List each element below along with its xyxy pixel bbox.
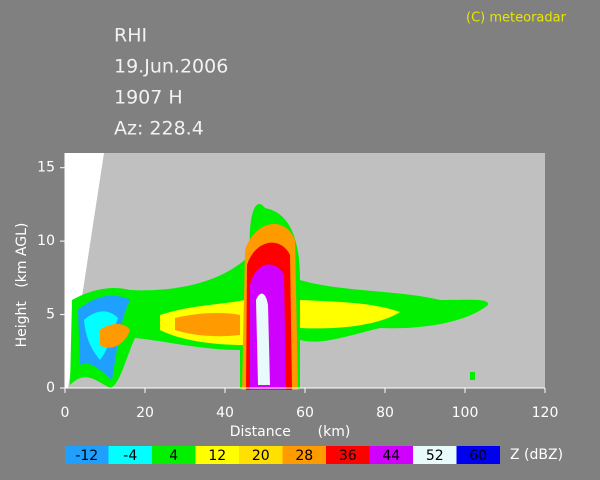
x-axis-label: Distance (km) <box>230 424 351 440</box>
colorbar-swatch <box>369 446 413 464</box>
echo-field <box>70 204 489 390</box>
date: 19.Jun.2006 <box>114 56 228 78</box>
time: 1907 H <box>114 87 183 109</box>
colorbar-swatch <box>152 446 196 464</box>
y-tick-label: 15 <box>37 160 55 176</box>
x-tick-label: 20 <box>136 405 154 421</box>
y-tick-label: 0 <box>46 380 55 396</box>
colorbar-swatch <box>108 446 152 464</box>
copyright: (C) meteoradar <box>466 11 567 26</box>
y-tick-label: 10 <box>37 233 55 249</box>
colorbar-level: 28 <box>295 448 313 464</box>
colorbar-unit: Z (dBZ) <box>510 447 563 463</box>
colorbar-level: 36 <box>339 448 357 464</box>
colorbar-swatch <box>456 446 500 464</box>
product-title: RHI <box>114 25 147 47</box>
colorbar: -12 -4 4 12 20 28 36 44 52 60 <box>65 446 500 464</box>
colorbar-swatch <box>282 446 326 464</box>
colorbar-level: -4 <box>123 448 137 464</box>
axes: 0 20 40 60 80 100 120 0 5 10 15 <box>37 153 558 421</box>
azimuth: Az: 228.4 <box>114 118 204 140</box>
colorbar-level: 4 <box>169 448 178 464</box>
colorbar-swatch <box>195 446 239 464</box>
colorbar-swatch <box>65 446 109 464</box>
colorbar-level: 20 <box>252 448 270 464</box>
y-axis-label: Height (km AGL) <box>14 223 30 348</box>
colorbar-level: 60 <box>469 448 487 464</box>
colorbar-swatch <box>413 446 457 464</box>
colorbar-swatch <box>239 446 283 464</box>
y-tick-label: 5 <box>46 307 55 323</box>
colorbar-level: -12 <box>75 448 98 464</box>
x-tick-label: 0 <box>61 405 70 421</box>
colorbar-level: 44 <box>382 448 400 464</box>
x-tick-label: 120 <box>532 405 559 421</box>
colorbar-swatch <box>326 446 370 464</box>
x-tick-label: 100 <box>452 405 479 421</box>
plot-area <box>65 153 545 388</box>
x-tick-label: 80 <box>376 405 394 421</box>
x-tick-label: 60 <box>296 405 314 421</box>
colorbar-level: 52 <box>426 448 444 464</box>
colorbar-level: 12 <box>208 448 226 464</box>
x-tick-label: 40 <box>216 405 234 421</box>
